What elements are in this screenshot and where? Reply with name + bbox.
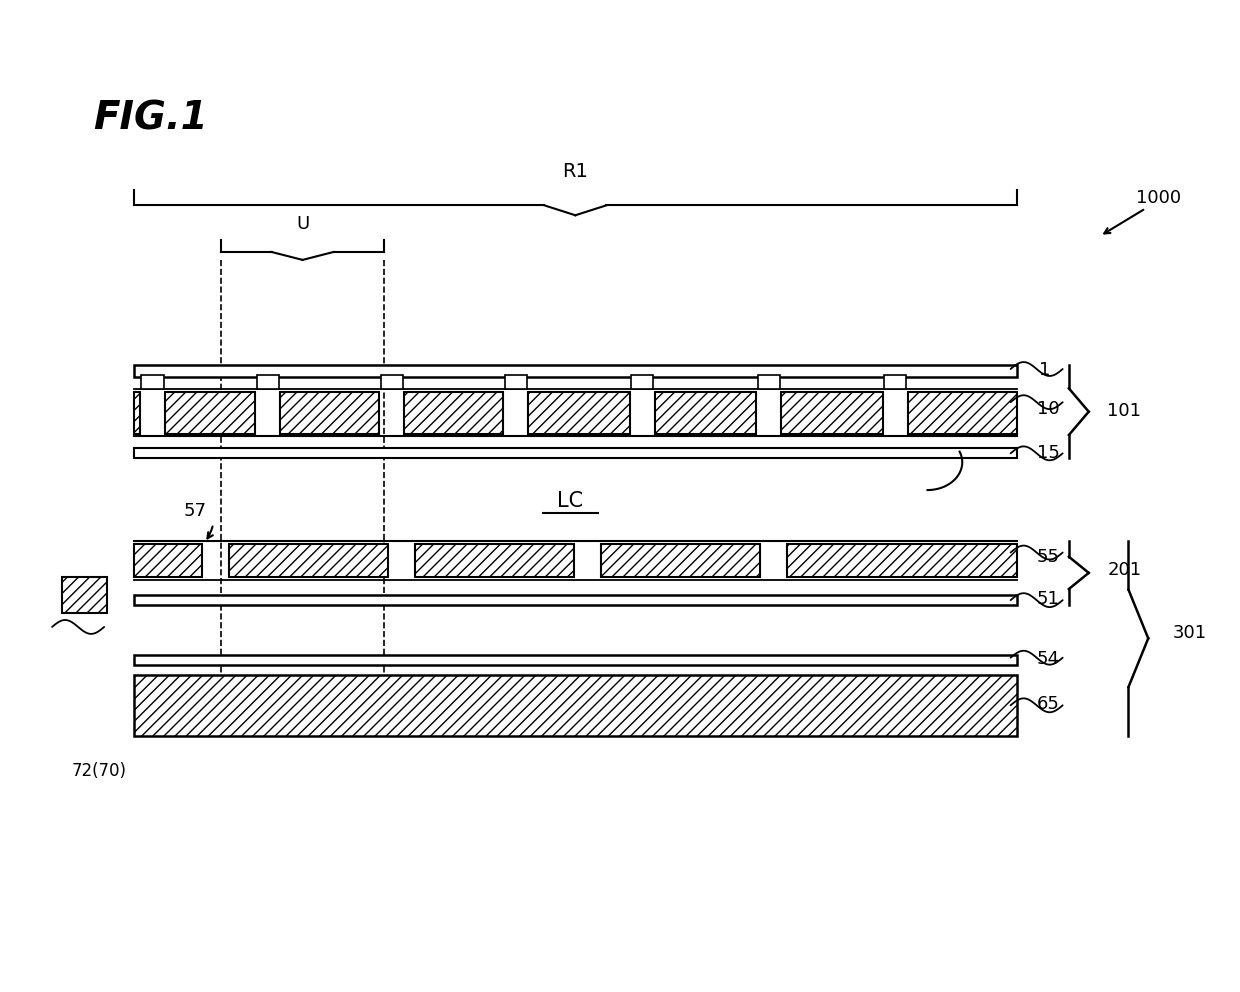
Bar [134,544,202,577]
Bar [381,375,403,389]
Bar [655,392,756,434]
Bar [631,375,653,389]
Text: 201: 201 [1107,560,1142,579]
Bar [787,544,1017,577]
Text: 72(70): 72(70) [72,762,126,780]
Text: LC: LC [557,491,584,511]
Text: 55: 55 [1037,549,1060,566]
Bar [758,375,780,389]
Bar [601,544,760,577]
Bar [134,675,1017,736]
Bar [134,365,1017,377]
Bar [781,392,883,434]
Text: R1: R1 [563,162,588,181]
Text: 54: 54 [1037,650,1060,668]
Bar [134,655,1017,665]
Bar [134,448,1017,458]
Text: 301: 301 [1173,624,1208,643]
Text: 15: 15 [1037,444,1059,462]
Text: 65: 65 [1037,695,1059,713]
Bar [415,544,574,577]
Bar [134,392,140,434]
Bar [404,392,503,434]
Text: 51: 51 [1037,590,1059,608]
Bar [908,392,1017,434]
Text: FIG.1: FIG.1 [93,99,207,137]
Bar [62,577,107,613]
Bar [528,392,630,434]
Text: U: U [296,215,309,233]
Bar [134,595,1017,605]
Bar [505,375,527,389]
Text: 10: 10 [1037,400,1059,419]
Text: 1: 1 [1039,361,1050,379]
Text: 101: 101 [1107,402,1141,420]
Text: 1000: 1000 [1136,189,1180,207]
Text: 57: 57 [184,502,207,520]
Bar [884,375,906,389]
Bar [165,392,255,434]
Bar [141,375,164,389]
Bar [280,392,379,434]
Bar [257,375,279,389]
Bar [229,544,388,577]
